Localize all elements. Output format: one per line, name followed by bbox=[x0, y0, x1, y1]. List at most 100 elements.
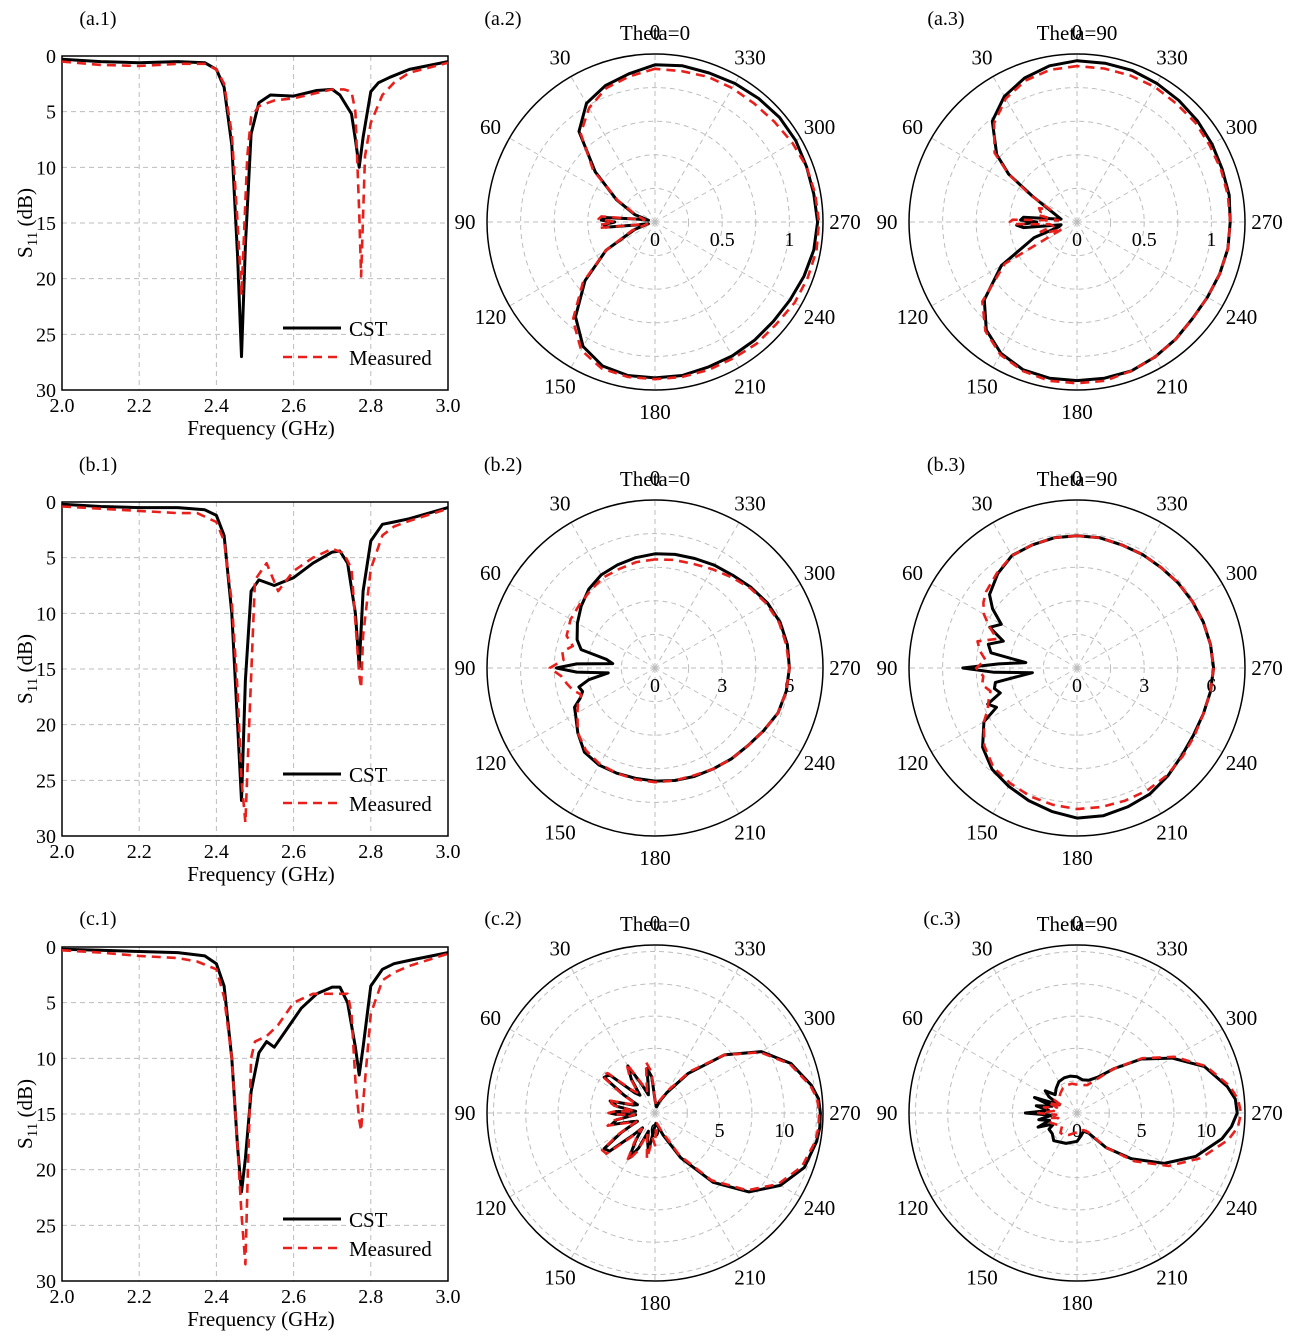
panel-b-3: (b.3)Theta=90030609012015018021024027030… bbox=[877, 454, 1283, 870]
radial-tick-label: 6 bbox=[784, 675, 794, 697]
y-tick-label: 25 bbox=[36, 770, 56, 792]
grid-spoke bbox=[1076, 522, 1162, 669]
angle-label: 90 bbox=[877, 1101, 898, 1125]
angle-label: 300 bbox=[1226, 561, 1258, 585]
grid-spoke bbox=[654, 221, 801, 307]
x-tick-label: 2.8 bbox=[358, 1286, 383, 1308]
grid-spoke bbox=[654, 583, 801, 669]
y-axis-label-sub: 11 bbox=[25, 678, 41, 692]
series-measured bbox=[1036, 1055, 1243, 1168]
y-axis-label: S11 (dB) bbox=[13, 188, 41, 258]
chart-title: Theta=0 bbox=[620, 467, 690, 491]
series-cst bbox=[61, 57, 449, 359]
y-tick-label: 5 bbox=[46, 548, 56, 570]
grid-circle bbox=[557, 1015, 753, 1211]
x-tick-label: 2.2 bbox=[127, 841, 152, 863]
y-tick-label: 10 bbox=[36, 157, 56, 179]
radial-tick-label: 0 bbox=[650, 675, 660, 697]
grid-spoke bbox=[992, 667, 1078, 814]
angle-label: 30 bbox=[550, 936, 571, 960]
series-cst bbox=[982, 59, 1232, 383]
panel-a-2: (a.2)Theta=00306090120150180210240270300… bbox=[455, 8, 861, 424]
angle-label: 0 bbox=[650, 20, 661, 44]
x-axis-label: Frequency (GHz) bbox=[187, 1307, 335, 1331]
series-measured bbox=[548, 558, 791, 784]
panel-label: (c.3) bbox=[923, 908, 960, 930]
angle-label: 0 bbox=[650, 466, 661, 490]
grid-spoke bbox=[570, 522, 656, 669]
chart-title: Theta=90 bbox=[1037, 21, 1118, 45]
grid-spoke bbox=[654, 522, 740, 669]
panel-a-3: (a.3)Theta=90030609012015018021024027030… bbox=[877, 8, 1283, 424]
polar-frame bbox=[486, 53, 824, 391]
grid-spoke bbox=[654, 221, 740, 368]
angle-label: 60 bbox=[902, 1006, 923, 1030]
angle-label: 270 bbox=[829, 1101, 861, 1125]
radial-tick-label: 0 bbox=[1072, 1120, 1082, 1142]
grid-spoke bbox=[1076, 76, 1162, 223]
y-axis-label-main: S bbox=[13, 1137, 37, 1149]
y-tick-label: 30 bbox=[36, 380, 56, 402]
grid-circle bbox=[620, 187, 690, 257]
panel-label: (c.2) bbox=[484, 908, 521, 930]
angle-label: 120 bbox=[897, 1196, 929, 1220]
series-cst bbox=[554, 552, 791, 783]
grid-circle bbox=[492, 950, 818, 1276]
angle-label: 210 bbox=[1156, 821, 1188, 845]
plot-frame bbox=[61, 55, 449, 391]
grid-spoke bbox=[1076, 967, 1162, 1114]
series-measured bbox=[600, 1051, 821, 1192]
polar-frame bbox=[486, 944, 824, 1282]
series-measured bbox=[981, 64, 1232, 385]
radial-tick-label: 0 bbox=[1072, 675, 1082, 697]
series-measured bbox=[61, 949, 449, 1266]
y-tick-label: 20 bbox=[36, 1160, 56, 1182]
grid-spoke bbox=[570, 221, 656, 368]
angle-label: 240 bbox=[804, 751, 836, 775]
grid-spoke bbox=[654, 137, 801, 223]
grid-circle bbox=[979, 1015, 1175, 1211]
plot-frame bbox=[61, 501, 449, 837]
y-tick-label: 5 bbox=[46, 993, 56, 1015]
y-axis-label-unit: (dB) bbox=[13, 634, 37, 678]
x-tick-label: 2.6 bbox=[281, 1286, 306, 1308]
grid-circle bbox=[620, 633, 690, 703]
polar-frame bbox=[908, 53, 1246, 391]
radial-tick-label: 10 bbox=[1196, 1120, 1216, 1142]
angle-label: 240 bbox=[804, 1196, 836, 1220]
angle-label: 300 bbox=[804, 561, 836, 585]
grid-spoke bbox=[1076, 1112, 1162, 1259]
x-axis-label: Frequency (GHz) bbox=[187, 416, 335, 440]
series-cst bbox=[961, 534, 1216, 820]
angle-label: 0 bbox=[1072, 20, 1083, 44]
angle-label: 120 bbox=[475, 751, 507, 775]
y-tick-label: 10 bbox=[36, 1048, 56, 1070]
angle-label: 180 bbox=[639, 846, 671, 870]
grid-spoke bbox=[654, 1112, 801, 1198]
y-tick-label: 0 bbox=[46, 46, 56, 68]
x-tick-label: 2.0 bbox=[50, 395, 75, 417]
x-tick-label: 2.6 bbox=[281, 841, 306, 863]
series-cst bbox=[574, 63, 820, 380]
grid-spoke bbox=[654, 76, 740, 223]
panel-label: (c.1) bbox=[79, 908, 116, 930]
y-axis-label-unit: (dB) bbox=[13, 1079, 37, 1123]
grid-circle bbox=[1042, 633, 1112, 703]
x-tick-label: 2.4 bbox=[204, 1286, 229, 1308]
grid-spoke bbox=[570, 967, 656, 1114]
legend-measured-label: Measured bbox=[349, 1237, 432, 1261]
grid-spoke bbox=[931, 1112, 1078, 1198]
grid-spoke bbox=[1076, 221, 1162, 368]
x-axis-label: Frequency (GHz) bbox=[187, 862, 335, 886]
y-tick-label: 25 bbox=[36, 1215, 56, 1237]
angle-label: 90 bbox=[877, 210, 898, 234]
panel-c-3: (c.3) Theta=90030609012015018021024027030… bbox=[877, 908, 1283, 1315]
y-axis-label-sub: 11 bbox=[25, 1123, 41, 1137]
angle-label: 210 bbox=[734, 821, 766, 845]
angle-label: 300 bbox=[804, 1006, 836, 1030]
angle-label: 60 bbox=[480, 115, 501, 139]
polar-frame bbox=[908, 499, 1246, 837]
angle-label: 300 bbox=[1226, 115, 1258, 139]
angle-label: 210 bbox=[734, 1266, 766, 1290]
